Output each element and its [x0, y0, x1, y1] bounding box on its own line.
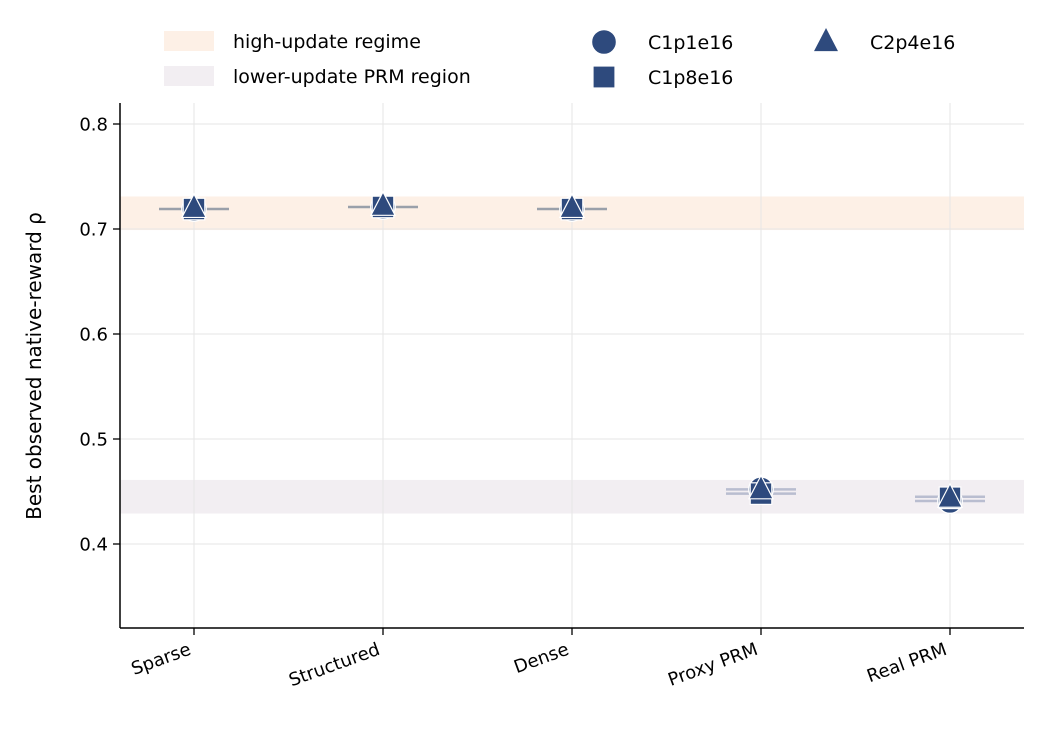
legend-item-high-update-regime: high-update regime — [164, 31, 421, 53]
legend-label: lower-update PRM region — [233, 66, 471, 88]
legend-item-c1p8e16: C1p8e16 — [593, 66, 733, 89]
legend-swatch-lower-update-prm-region — [164, 66, 214, 86]
legend: high-update regime lower-update PRM regio… — [164, 28, 955, 89]
legend-item-c1p1e16: C1p1e16 — [592, 30, 733, 54]
x-tick-label-dense: Dense — [511, 639, 572, 678]
legend-label: C1p8e16 — [648, 67, 733, 89]
x-tick-label-proxy-prm: Proxy PRM — [665, 639, 760, 691]
legend-label: C1p1e16 — [648, 32, 733, 54]
grid-layer — [120, 103, 1024, 628]
legend-swatch-high-update-regime — [164, 31, 214, 51]
points-layer — [180, 190, 964, 514]
legend-label: high-update regime — [233, 31, 421, 53]
point-c2p4e16-proxy-prm — [747, 474, 775, 500]
point-c2p4e16-sparse — [180, 192, 208, 219]
legend-marker-c2p4e16 — [814, 28, 838, 52]
axes-layer: 0.4 0.5 0.6 0.7 0.8 Sparse Structured Dense Prox… — [79, 103, 1024, 691]
legend-item-c2p4e16: C2p4e16 — [814, 28, 955, 54]
point-c2p4e16-structured — [369, 190, 397, 216]
x-tick-label-structured: Structured — [286, 639, 383, 691]
y-tick-label: 0.6 — [79, 325, 108, 346]
legend-marker-c1p1e16 — [592, 30, 616, 54]
y-tick-label: 0.8 — [79, 115, 108, 136]
y-axis-label: Best observed native-reward ρ — [22, 212, 46, 520]
legend-marker-c1p8e16 — [593, 66, 615, 88]
y-tick-label: 0.5 — [79, 430, 108, 451]
point-c2p4e16-dense — [558, 192, 586, 219]
y-tick-label: 0.4 — [79, 535, 108, 556]
legend-item-lower-update-prm-region: lower-update PRM region — [164, 66, 471, 88]
point-c2p4e16-real-prm — [936, 482, 964, 508]
y-tick-label: 0.7 — [79, 220, 108, 241]
x-tick-label-sparse: Sparse — [129, 639, 194, 680]
legend-label: C2p4e16 — [870, 32, 955, 54]
x-tick-label-real-prm: Real PRM — [864, 639, 950, 687]
